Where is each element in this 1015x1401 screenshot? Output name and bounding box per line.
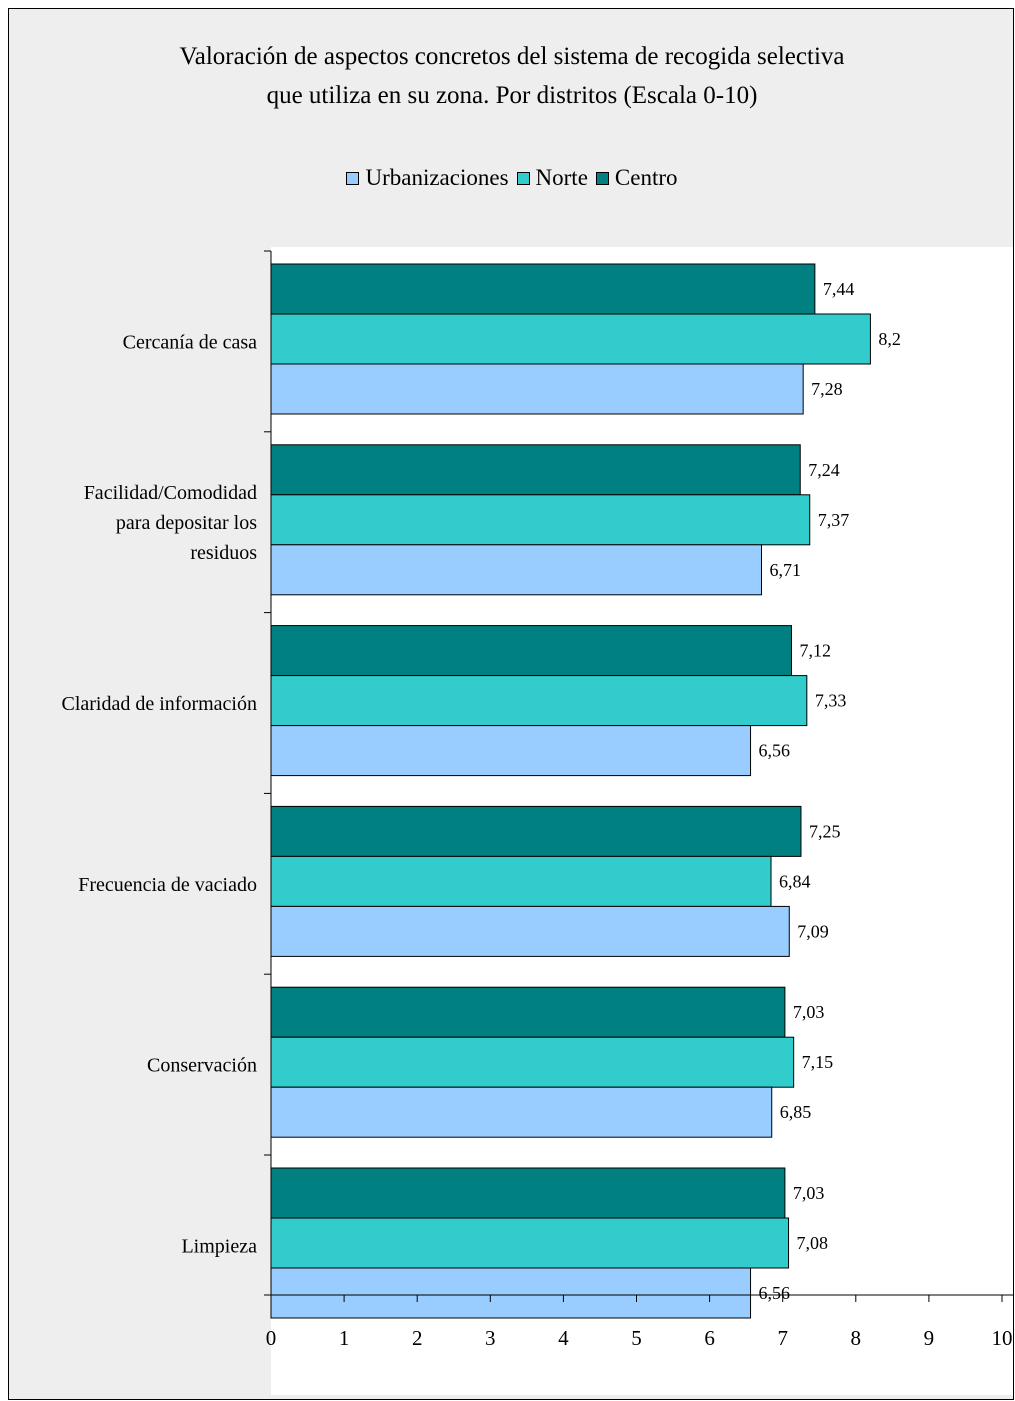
plot-area: 7,44 8,2 7,28 Cercanía de casa 7,24 7,37 6,71 F… [62,247,1013,1395]
bar [270,313,871,365]
bar [270,363,804,415]
bar [270,855,772,907]
data-label: 7,28 [811,379,843,399]
bar [270,675,808,727]
chart-frame: 7,44 8,2 7,28 Cercanía de casa 7,24 7,37 6,71 F… [8,8,1014,1400]
legend-label: Centro [614,165,678,190]
x-tick-label: 8 [851,1326,862,1350]
data-label: 6,56 [759,741,791,761]
data-label: 7,15 [802,1052,834,1072]
x-tick-label: 10 [992,1326,1013,1350]
x-tick-label: 3 [485,1326,496,1350]
data-label: 6,71 [770,560,802,580]
legend-item: Norte [516,165,588,191]
x-tick-label: 0 [266,1326,277,1350]
category-label: Frecuencia de vaciado [78,874,257,896]
x-tick-label: 4 [558,1326,569,1350]
chart-title: Valoración de aspectos concretos del sis… [179,43,845,109]
bar [270,263,816,315]
data-label: 7,44 [823,279,855,299]
legend-label: Norte [535,165,588,190]
category-label: Limpieza [181,1235,257,1257]
category-label: para depositar los [116,512,257,534]
x-tick-label: 6 [704,1326,715,1350]
data-label: 7,12 [799,641,831,661]
category-label: residuos [190,542,257,564]
category-label: Facilidad/Comodidad [84,482,257,504]
bar [270,1267,752,1319]
x-tick-label: 7 [777,1326,788,1350]
bar [270,544,763,596]
x-tick-label: 1 [339,1326,350,1350]
bar [270,1217,790,1269]
bar [270,444,801,496]
data-label: 7,03 [793,1002,825,1022]
data-label: 6,85 [780,1102,812,1122]
data-label: 7,03 [793,1183,825,1203]
bar [270,1036,795,1088]
data-label: 7,24 [808,460,840,480]
legend-swatch [516,171,530,185]
legend: Urbanizaciones Norte Centro [9,165,1013,191]
legend-label: Urbanizaciones [365,165,509,190]
data-label: 6,84 [779,871,811,891]
data-label: 6,56 [759,1283,791,1303]
x-tick-label: 5 [631,1326,642,1350]
data-label: 7,33 [815,691,847,711]
category-label: Conservación [147,1055,257,1077]
bar [270,805,802,857]
data-label: 7,09 [797,921,829,941]
legend-swatch [595,171,609,185]
legend-swatch [346,171,360,185]
bar [270,1167,786,1219]
x-tick-label: 9 [924,1326,935,1350]
data-label: 7,08 [797,1233,829,1253]
bar [270,625,792,677]
bar [270,494,811,546]
data-label: 8,2 [878,329,901,349]
category-label: Cercanía de casa [123,331,257,353]
bar [270,725,752,777]
legend-item: Urbanizaciones [346,165,509,191]
x-tick-label: 2 [412,1326,423,1350]
category-label: Claridad de información [62,693,258,715]
bar [270,1086,773,1138]
bar [270,905,790,957]
legend-item: Centro [595,165,678,191]
data-label: 7,25 [809,821,841,841]
bar [270,986,786,1038]
data-label: 7,37 [818,510,850,530]
